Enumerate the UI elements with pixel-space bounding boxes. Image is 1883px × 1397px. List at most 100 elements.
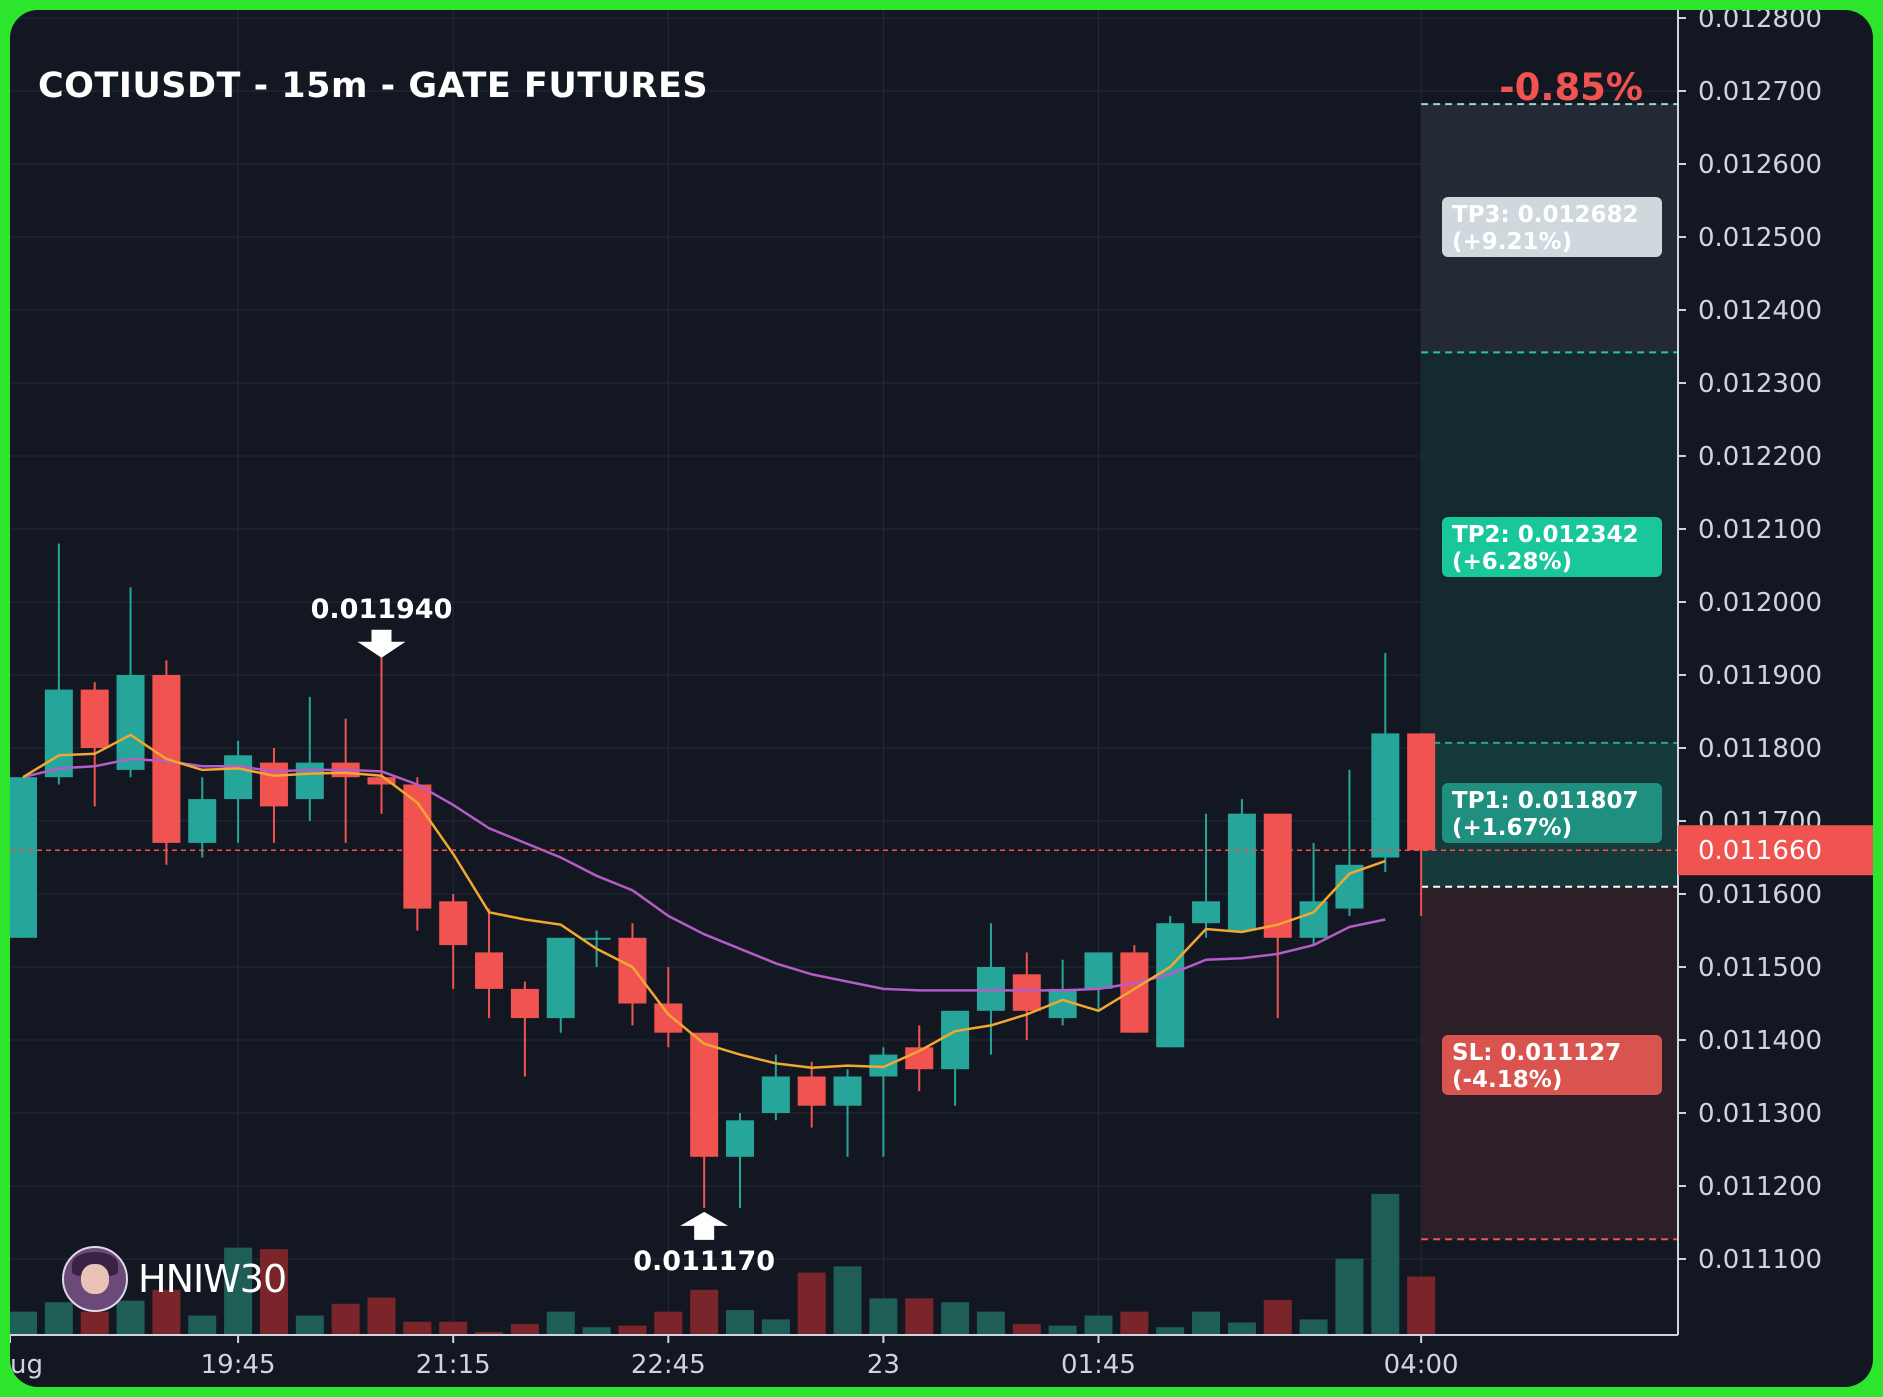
candle-body (367, 777, 396, 785)
candle-body (1227, 813, 1256, 931)
candle-body (10, 777, 37, 938)
current-price-badge (1678, 825, 1873, 876)
price-tick-label: 0.011500 (1698, 953, 1822, 983)
price-tick-label: 0.012200 (1698, 442, 1822, 472)
volume-bar (367, 1297, 396, 1335)
time-tick-label: 01:45 (1061, 1350, 1136, 1380)
time-tick-label: 23 (867, 1350, 900, 1380)
volume-bar (475, 1331, 504, 1335)
price-tick-label: 0.011200 (1698, 1172, 1822, 1202)
volume-bar (1156, 1327, 1185, 1335)
current-price-label: 0.011660 (1698, 836, 1822, 866)
candle-body (1192, 901, 1221, 924)
volume-bar (1299, 1319, 1328, 1335)
target-label: TP3: 0.012682(+9.21%) (1442, 197, 1662, 257)
candle-body (80, 689, 109, 748)
brand-badge: HNIW30 (62, 1246, 287, 1312)
target-label-pct: (+1.67%) (1452, 815, 1572, 841)
volume-bar (726, 1310, 754, 1335)
volume-bar (582, 1327, 611, 1335)
volume-bar (439, 1321, 468, 1335)
volume-bar (1263, 1299, 1292, 1335)
volume-bar (941, 1302, 970, 1335)
price-tick-label: 0.011900 (1698, 661, 1822, 691)
candle-body (403, 784, 432, 909)
avatar (62, 1246, 128, 1312)
target-label: TP1: 0.011807(+1.67%) (1442, 783, 1662, 843)
volume-bar (833, 1266, 862, 1335)
up-arrow-icon (680, 1211, 729, 1240)
volume-bar (116, 1300, 145, 1335)
volume-bar (403, 1321, 432, 1335)
target-label-pct: (+9.21%) (1452, 229, 1572, 255)
time-tick-label: 04:00 (1384, 1350, 1459, 1380)
candle-body (582, 937, 611, 940)
candle-body (761, 1076, 790, 1113)
volume-bar (1335, 1258, 1364, 1335)
volume-bar (1371, 1193, 1400, 1335)
candle-body (618, 937, 647, 1004)
candle-body (797, 1076, 826, 1106)
price-chart[interactable]: 0.011940 0.011170 TP3: 0.012682(+9.21%) TP2… (10, 10, 1873, 1387)
chart-title: COTIUSDT - 15m - GATE FUTURES (38, 66, 709, 106)
high-marker-label: 0.011940 (311, 594, 453, 625)
target-label-box (1442, 783, 1662, 843)
candle-body (1120, 952, 1149, 1033)
candle-body (546, 937, 575, 1019)
price-tick-label: 0.012800 (1698, 10, 1822, 34)
volume-bar (510, 1324, 539, 1335)
volume-bar (259, 1249, 288, 1335)
volume-bar (797, 1272, 826, 1335)
volume-bar (1120, 1311, 1149, 1335)
price-tick-label: 0.012600 (1698, 150, 1822, 180)
candle-body (690, 1032, 719, 1157)
volume-bar (690, 1289, 719, 1335)
candle-body (1084, 952, 1113, 989)
volume-bar (869, 1298, 898, 1335)
volume-bar (1048, 1325, 1077, 1335)
volume-bar (546, 1311, 575, 1335)
candle-body (654, 1003, 683, 1033)
volume-bar (618, 1325, 647, 1335)
volume-bar (761, 1319, 790, 1335)
time-tick-label: 19:45 (201, 1350, 276, 1380)
target-label-box (1442, 517, 1662, 577)
volume-bar (654, 1311, 683, 1335)
candle-body (869, 1054, 898, 1077)
price-tick-label: 0.012700 (1698, 77, 1822, 107)
low-marker-label: 0.011170 (633, 1246, 775, 1277)
candle-body (726, 1120, 754, 1157)
volume-bar (1407, 1276, 1436, 1335)
brand-name: HNIW30 (138, 1257, 287, 1301)
candle-body (1012, 974, 1041, 1011)
candle-body (510, 988, 539, 1019)
time-tick-label: 21:15 (416, 1350, 491, 1380)
candle-body (1371, 733, 1400, 858)
chart-frame: 0.011940 0.011170 TP3: 0.012682 (+9.21%) TP2… (10, 10, 1873, 1387)
volume-bar (1012, 1324, 1041, 1335)
candle-body (1407, 733, 1436, 851)
target-label: SL: 0.011127(-4.18%) (1442, 1035, 1662, 1095)
candle-body (1299, 901, 1328, 938)
change-percent: -0.85% (1499, 66, 1643, 109)
volume-bar (1192, 1311, 1221, 1335)
candle-body (188, 799, 217, 843)
target-label: TP2: 0.012342(+6.28%) (1442, 517, 1662, 577)
target-label-price: TP2: 0.012342 (1452, 522, 1639, 548)
volume-bar (80, 1311, 109, 1335)
volume-bar (188, 1315, 217, 1335)
down-arrow-icon (357, 629, 406, 658)
volume-bar (331, 1303, 360, 1335)
volume-bar (295, 1315, 324, 1335)
price-tick-label: 0.012300 (1698, 369, 1822, 399)
candle-body (224, 755, 253, 800)
target-label-price: TP1: 0.011807 (1452, 788, 1639, 814)
candle-body (295, 762, 324, 800)
volume-bar (224, 1247, 253, 1335)
candle-body (1335, 864, 1364, 909)
price-tick-label: 0.012400 (1698, 296, 1822, 326)
candle-body (475, 952, 504, 989)
price-tick-label: 0.012100 (1698, 515, 1822, 545)
ema-fast-line (22, 733, 1386, 1069)
price-tick-label: 0.011400 (1698, 1026, 1822, 1056)
